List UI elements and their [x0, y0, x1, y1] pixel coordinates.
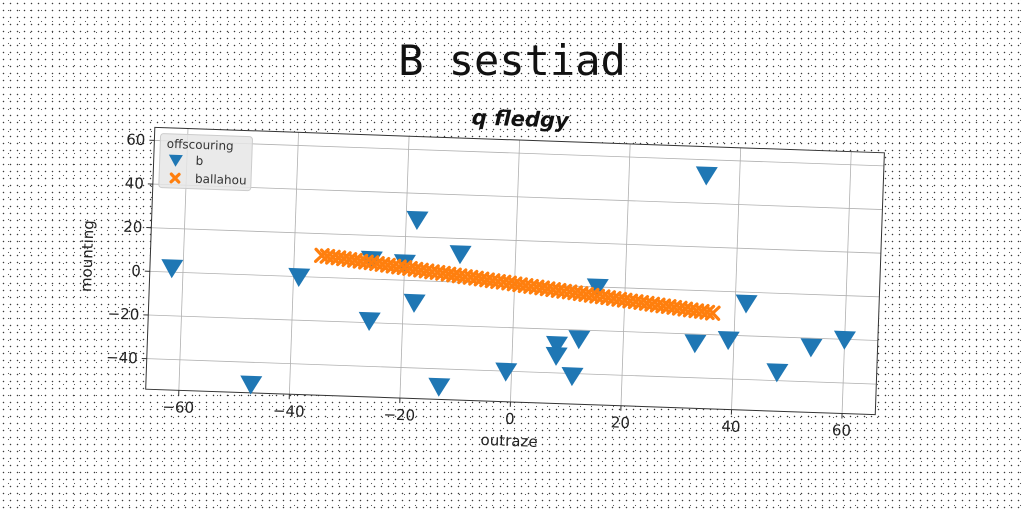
x-grid-line: [731, 147, 742, 410]
triangle-point: [403, 293, 426, 313]
triangle-point: [684, 334, 707, 354]
triangle-point: [161, 259, 184, 279]
x-grid-line: [841, 151, 852, 414]
y-grid-line: [151, 227, 881, 254]
figure-suptitle: B sestiad: [398, 36, 626, 85]
y-tick-label: −20: [107, 305, 139, 324]
triangle-point: [568, 330, 591, 350]
y-tick-label: 40: [124, 174, 144, 193]
legend-box: [158, 133, 253, 192]
legend-marker-b: [168, 154, 183, 167]
triangle-point: [495, 362, 518, 382]
x-tick-label: −40: [273, 402, 305, 421]
triangle-point: [449, 245, 472, 265]
x-tick-label: 0: [505, 410, 515, 428]
axis-ticks: −60 −40 −20 0 20 40 60 −40 −20 0 20 40 60: [106, 130, 852, 440]
triangle-point: [240, 375, 263, 395]
legend-title: offscouring: [167, 137, 234, 153]
y-grid-line: [154, 140, 884, 167]
plot-group: −60 −40 −20 0 20 40 60 −40 −20 0 20 40 60 q fledgy o…: [77, 105, 885, 451]
triangle-point: [833, 330, 856, 350]
y-tick-label: 0: [131, 262, 141, 280]
y-tick-label: −40: [106, 348, 138, 367]
triangle-point: [288, 267, 311, 288]
x-tick-label: 60: [832, 421, 852, 440]
triangle-point: [735, 294, 758, 314]
chart-title: q fledgy: [472, 105, 571, 132]
series-ballahou: [314, 247, 721, 321]
triangle-point: [766, 363, 789, 383]
x-tick-label: −60: [162, 398, 194, 417]
x-grid-line: [288, 132, 299, 395]
data-marks: [161, 166, 856, 397]
y-grid-line: [148, 314, 878, 341]
grid-lines: [146, 128, 884, 414]
x-grid-line: [620, 143, 631, 406]
y-tick-label: 60: [126, 130, 146, 149]
legend-label: ballahou: [195, 172, 247, 188]
x-point: [704, 305, 721, 321]
triangle-point: [358, 311, 381, 331]
legend-marker-ballahou: [169, 172, 181, 184]
triangle-point: [800, 338, 823, 358]
triangle-point: [717, 330, 740, 351]
legend: offscouring b ballahou: [158, 133, 253, 192]
x-grid-line: [510, 140, 521, 402]
x-tick-label: −20: [383, 406, 415, 425]
triangle-point: [428, 377, 451, 397]
triangle-point: [545, 346, 568, 366]
triangle-point: [561, 367, 584, 387]
y-axis-label: mounting: [77, 220, 97, 292]
x-tick-label: 20: [611, 413, 631, 432]
x-tick-label: 40: [721, 417, 741, 436]
y-grid-line: [152, 183, 883, 210]
legend-items: b ballahou: [168, 154, 247, 188]
x-axis-label: outraze: [480, 431, 538, 451]
triangle-point: [546, 335, 569, 355]
triangle-point: [695, 166, 718, 186]
legend-label: b: [195, 154, 203, 168]
y-tick-label: 20: [123, 218, 143, 237]
triangle-point: [406, 210, 429, 230]
